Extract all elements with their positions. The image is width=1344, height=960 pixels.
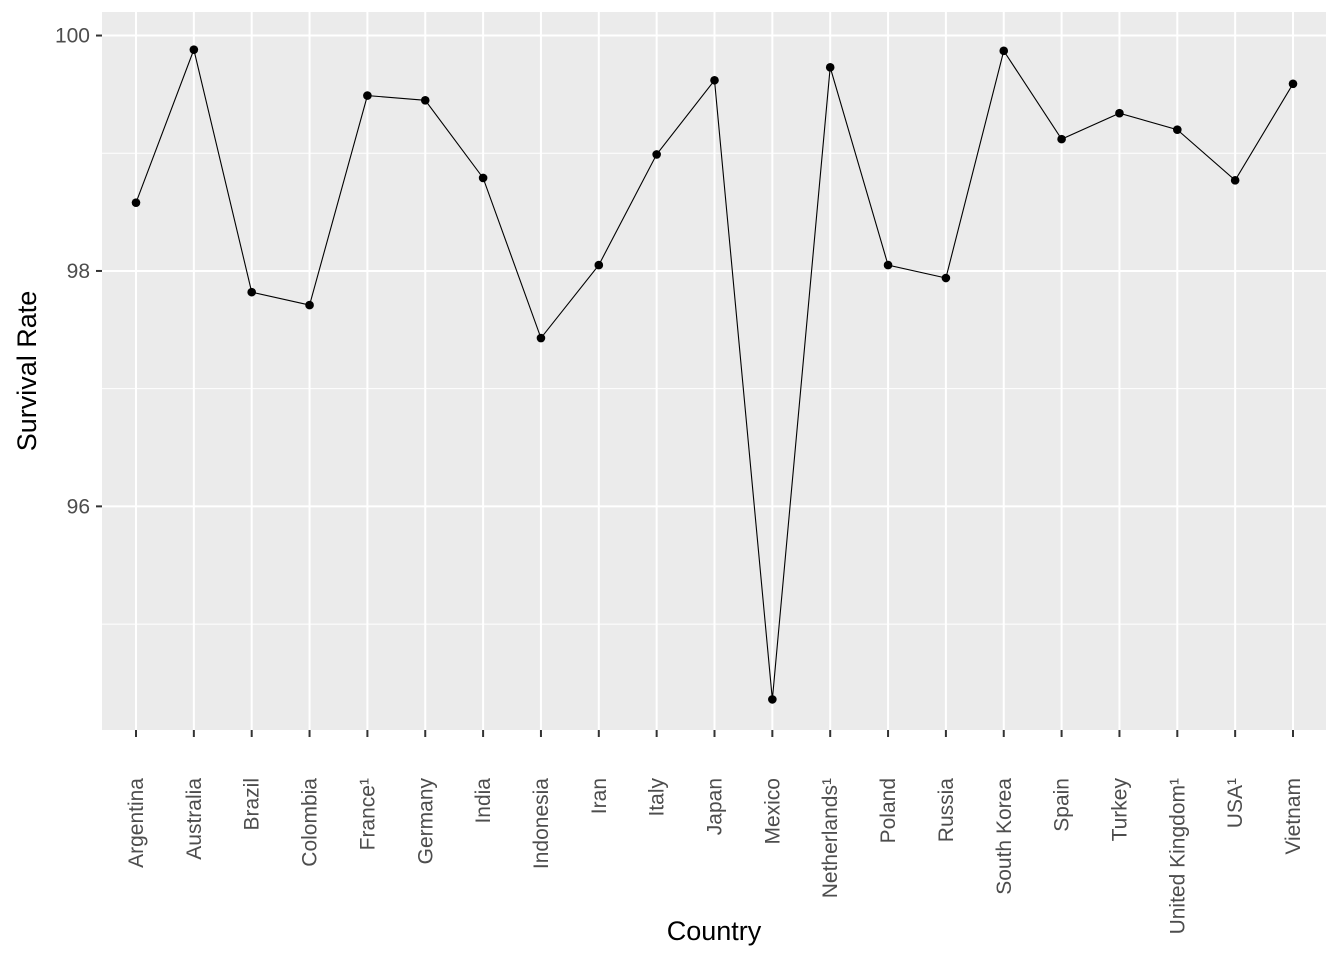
data-point [247,287,256,297]
x-tick-label: Spain [1051,778,1074,832]
data-point [1173,125,1182,135]
data-points [131,45,1298,704]
y-axis-title: Survival Rate [12,291,42,452]
x-tick-label: Netherlands¹ [819,778,842,898]
x-tick-label: Iran [588,778,611,814]
x-tick-label: Poland [877,778,900,843]
y-tick-label: 98 [67,260,90,283]
x-tick-label: India [472,778,495,824]
x-tick-label: Turkey [1108,778,1131,842]
x-tick-label: Italy [646,778,669,817]
data-point [1057,134,1066,144]
y-axis: 96 98 100 [55,25,102,518]
x-axis-title: Country [667,916,762,946]
x-tick-label: Russia [935,778,958,843]
data-point [825,63,835,72]
x-tick-label: France¹ [356,778,379,850]
x-tick-label: Vietnam [1282,778,1305,855]
x-tick-label: Indonesia [530,778,553,869]
major-gridlines [102,12,1326,730]
data-point [1230,176,1240,185]
data-point [768,695,777,704]
data-point [189,45,199,54]
x-tick-label: Brazil [241,778,264,831]
x-tick-label: United Kingdom¹ [1166,778,1189,934]
data-point [1288,79,1298,89]
data-point [652,150,661,159]
data-point [594,260,604,270]
y-tick-label: 96 [67,495,90,518]
data-point [420,95,430,105]
data-point [363,91,372,100]
x-tick-label: Mexico [761,778,784,845]
data-point [131,198,141,207]
data-point [883,260,893,270]
data-point [710,75,719,85]
x-tick-label: South Korea [993,778,1016,895]
x-tick-label: Argentina [125,778,148,868]
y-tick-label: 100 [55,25,90,48]
x-tick-label: Germany [414,778,437,865]
data-point [1115,108,1124,118]
x-tick-label: Japan [704,778,727,835]
x-axis: Argentina Australia Brazil Colombia France¹ G… [125,730,1305,934]
data-point [536,333,546,343]
x-tick-label: Australia [183,778,206,860]
data-point [305,300,314,310]
x-tick-label: Colombia [299,778,322,867]
x-tick-label: USA¹ [1224,778,1247,828]
data-point [941,273,951,283]
data-point [999,46,1009,56]
data-point [478,173,488,183]
